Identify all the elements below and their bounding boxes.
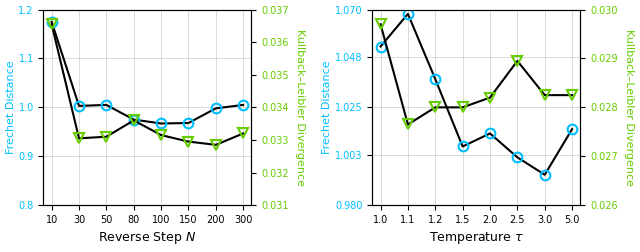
X-axis label: Temperature $\tau$: Temperature $\tau$ bbox=[429, 230, 524, 246]
X-axis label: Reverse Step $N$: Reverse Step $N$ bbox=[99, 230, 196, 246]
Y-axis label: Frechet Distance: Frechet Distance bbox=[6, 60, 15, 154]
Y-axis label: Kullback–Leibler Divergence: Kullback–Leibler Divergence bbox=[296, 29, 305, 186]
Y-axis label: Frechet Distance: Frechet Distance bbox=[322, 60, 332, 154]
Y-axis label: Kullback–Leibler Divergence: Kullback–Leibler Divergence bbox=[625, 29, 634, 186]
